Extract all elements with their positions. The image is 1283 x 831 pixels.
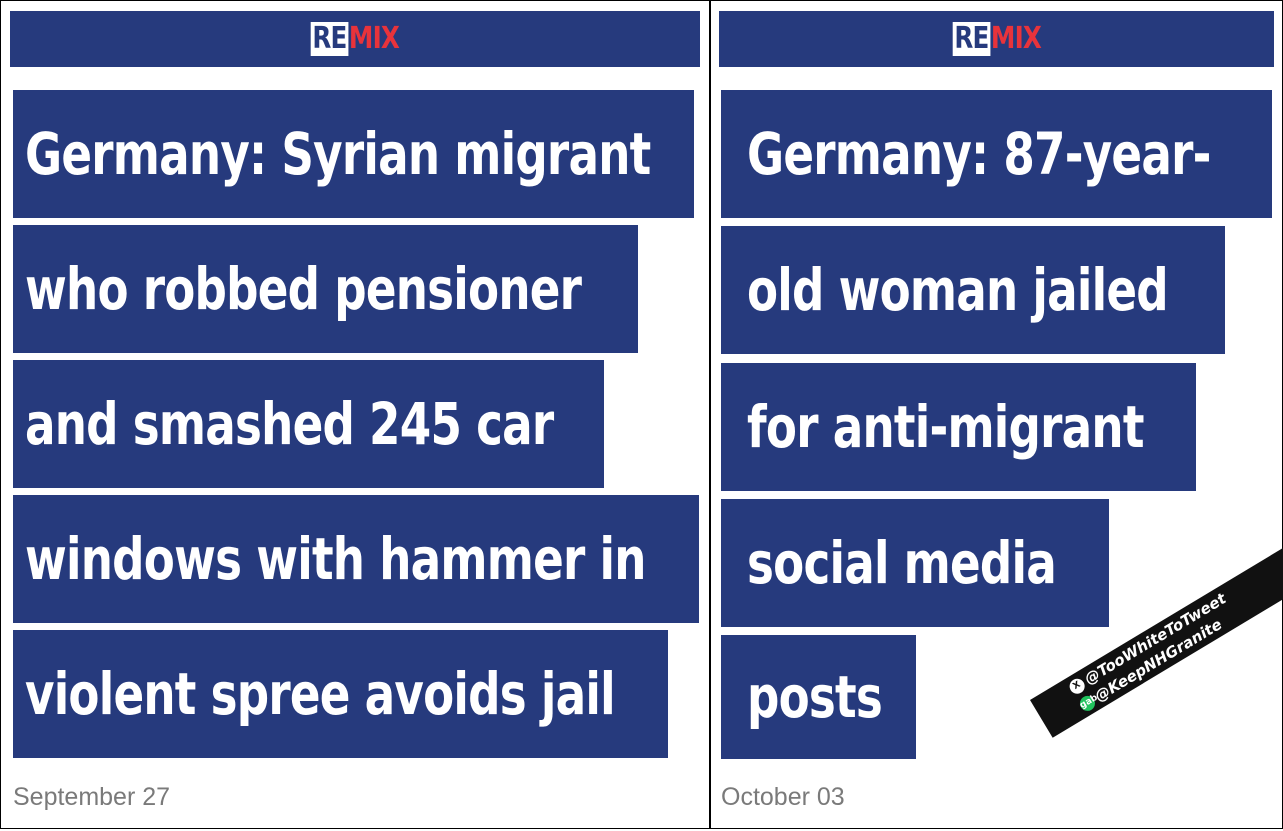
headline-line: violent spree avoids jail — [13, 630, 668, 758]
logo-mix-text: MIX — [990, 21, 1042, 56]
headline-line: for anti-migrant — [721, 363, 1196, 491]
remix-logo: RE MIX — [310, 21, 400, 56]
headline-line: windows with hammer in — [13, 495, 699, 623]
headline-line: Germany: Syrian migrant — [13, 90, 694, 218]
headline-line: Germany: 87-year- — [721, 90, 1272, 218]
headline-line: posts — [721, 635, 916, 759]
remix-logo: RE MIX — [952, 21, 1042, 56]
brand-header: RE MIX — [719, 11, 1274, 67]
right-article-card[interactable]: RE MIX Germany: 87-year- old woman jaile… — [709, 0, 1283, 829]
logo-re-text: RE — [310, 21, 349, 56]
headline-line: who robbed pensioner — [13, 225, 638, 353]
headline-line: and smashed 245 car — [13, 360, 604, 488]
headline-line: social media — [721, 499, 1109, 627]
logo-mix-text: MIX — [349, 21, 400, 56]
article-date: October 03 — [721, 783, 845, 811]
logo-re-text: RE — [952, 21, 990, 56]
article-date: September 27 — [13, 783, 171, 811]
left-article-card[interactable]: RE MIX Germany: Syrian migrant who robbe… — [0, 0, 710, 829]
brand-header: RE MIX — [10, 11, 700, 67]
headline-line: old woman jailed — [721, 226, 1225, 354]
